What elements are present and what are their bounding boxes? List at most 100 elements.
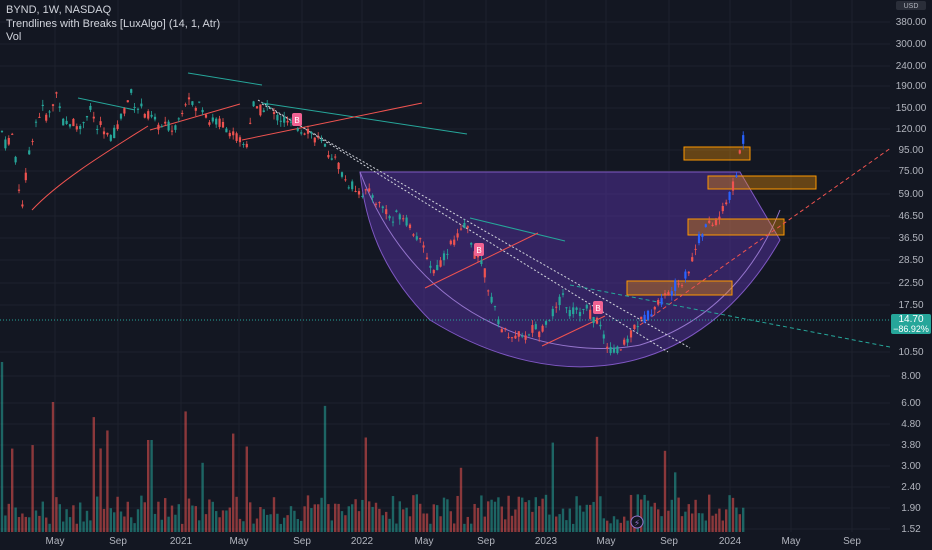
candle-body: [657, 300, 660, 305]
price-tick-label: 2.40: [901, 482, 921, 493]
volume-bar: [296, 519, 299, 532]
candle-body: [62, 118, 65, 126]
volume-bar: [279, 523, 282, 532]
candle-body: [323, 143, 327, 147]
candle-body: [133, 106, 136, 109]
breakout-label: [292, 113, 302, 126]
volume-header[interactable]: Vol: [6, 31, 22, 43]
volume-bar: [708, 494, 711, 532]
candle-body: [439, 260, 442, 267]
volume-bar: [704, 520, 707, 532]
candle-body: [65, 120, 68, 125]
volume-bar: [136, 509, 140, 532]
candle-body: [612, 347, 616, 353]
candle-body: [558, 296, 561, 306]
volume-bar: [731, 497, 735, 532]
indicator-header[interactable]: Trendlines with Breaks [LuxAlgo] (14, 1,…: [6, 18, 221, 30]
candle-body: [140, 103, 143, 107]
candle-body: [191, 101, 194, 105]
candle-body: [527, 334, 531, 336]
candle-body: [106, 132, 109, 135]
volume-bar: [735, 507, 738, 532]
volume-bar: [684, 511, 687, 532]
candle-body: [466, 226, 469, 228]
volume-bar: [391, 496, 395, 532]
price-tick-label: 1.52: [901, 524, 921, 535]
volume-bar: [7, 503, 10, 532]
time-tick-label: 2022: [351, 536, 374, 547]
candle-body: [170, 130, 174, 132]
candle-body: [143, 113, 146, 118]
candle-body: [684, 271, 687, 279]
candle-body: [395, 210, 398, 212]
candle-body: [330, 158, 333, 160]
candle-body: [728, 191, 731, 200]
price-tick-label: 8.00: [901, 371, 921, 382]
volume-bar: [249, 502, 252, 532]
volume-bar: [218, 517, 221, 532]
price-tick-label: 10.50: [898, 347, 923, 358]
volume-bar: [408, 516, 412, 532]
candle-body: [708, 220, 711, 223]
candle-body: [357, 191, 361, 195]
candle-body: [415, 236, 418, 240]
candle-body: [408, 224, 412, 229]
candle-body: [626, 338, 629, 343]
candle-body: [252, 101, 255, 107]
candle-body: [517, 331, 520, 337]
volume-bar: [599, 496, 602, 532]
candle-body: [306, 128, 310, 134]
volume-bar: [45, 517, 48, 532]
candle-body: [742, 135, 745, 144]
candle-body: [609, 346, 612, 354]
volume-bar: [303, 506, 306, 532]
volume-bar: [551, 442, 554, 532]
candlesticks: [0, 88, 745, 356]
candle-body: [286, 120, 289, 123]
volume-bar: [429, 523, 432, 532]
candle-body: [470, 242, 473, 245]
candle-body: [500, 329, 503, 333]
candle-body: [738, 150, 741, 154]
volume-bar: [432, 504, 435, 532]
currency-label: USD: [904, 3, 919, 10]
volume-bar: [106, 430, 109, 532]
symbol-header[interactable]: BYND, 1W, NASDAQ: [6, 4, 112, 16]
candle-body: [317, 136, 320, 138]
volume-bar: [582, 511, 585, 532]
volume-bar: [531, 511, 534, 532]
volume-bar: [510, 515, 514, 532]
volume-bar: [68, 517, 72, 532]
volume-bar: [419, 503, 422, 532]
volume-bar: [99, 448, 102, 532]
volume-bar: [728, 495, 731, 532]
volume-bar: [701, 513, 704, 532]
candle-body: [184, 104, 187, 106]
volume-bar: [395, 523, 398, 532]
candle-body: [391, 221, 395, 223]
volume-bar: [140, 495, 143, 532]
candle-body: [211, 117, 214, 122]
volume-bar: [313, 504, 316, 532]
candle-body: [463, 222, 466, 228]
volume-bar: [323, 405, 327, 532]
volume-bar: [235, 496, 238, 532]
price-tick-label: 28.50: [898, 255, 923, 266]
candle-body: [578, 311, 582, 317]
volume-bar: [487, 501, 490, 532]
time-tick-label: May: [230, 536, 249, 547]
volume-bar: [459, 467, 463, 532]
candle-body: [269, 107, 272, 109]
volume-bar: [11, 448, 14, 532]
candle-body: [425, 257, 429, 259]
candle-body: [126, 100, 129, 103]
volume-bar: [62, 521, 65, 532]
volume-bar: [592, 501, 595, 532]
volume-bar: [242, 521, 245, 532]
breakout-label: [593, 301, 603, 314]
candle-body: [344, 179, 347, 181]
candle-body: [388, 216, 391, 219]
candle-body: [242, 144, 245, 146]
volume-bar: [160, 519, 163, 532]
